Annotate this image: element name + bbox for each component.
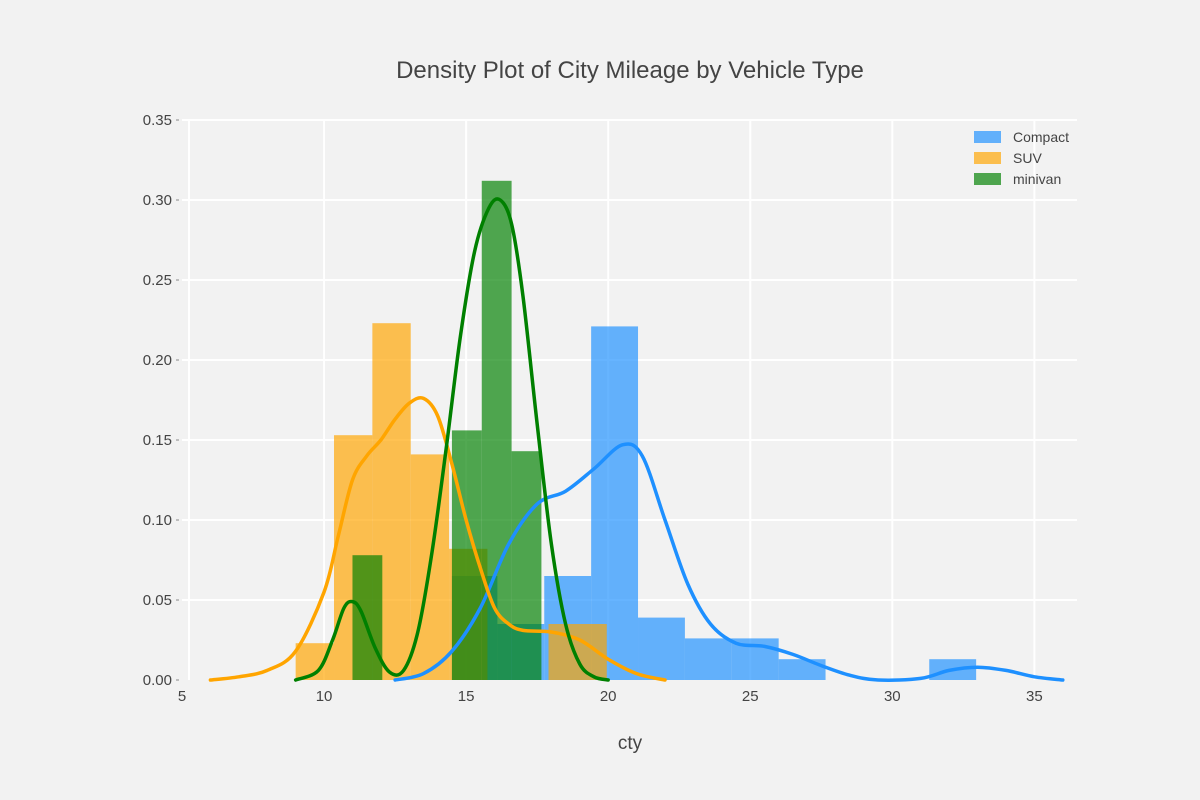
y-tick-label: 0.15 <box>143 432 172 449</box>
x-tick-label: 10 <box>316 688 333 705</box>
x-tick-label: 30 <box>884 688 901 705</box>
x-tick-label: 35 <box>1026 688 1043 705</box>
density-curve-compact <box>393 442 1065 682</box>
histogram-bars <box>295 180 977 681</box>
legend-item-suv[interactable]: SUV <box>974 150 1042 166</box>
legend-swatch <box>974 152 1001 164</box>
histogram-bar <box>638 617 685 680</box>
bars-suv <box>295 323 607 680</box>
y-tick-label: 0.10 <box>143 512 172 529</box>
legend-item-minivan[interactable]: minivan <box>974 171 1061 187</box>
y-tick-label: 0.30 <box>143 192 172 209</box>
legend-swatch <box>974 173 1001 185</box>
histogram-bar <box>511 451 542 680</box>
axis-layer: 5 10 15 20 25 30 35 0.00 0.05 0.10 0.15 0.20 0.25 0.3… <box>143 112 1043 705</box>
legend-label: minivan <box>1013 171 1061 187</box>
legend-swatch <box>974 131 1001 143</box>
histogram-bar <box>684 638 732 680</box>
y-tick-label: 0.35 <box>143 112 172 129</box>
chart-title: Density Plot of City Mileage by Vehicle … <box>396 57 864 84</box>
y-tick-label: 0.00 <box>143 672 172 689</box>
histogram-bar <box>778 659 826 680</box>
histogram-bar <box>481 180 512 681</box>
legend-label: SUV <box>1013 150 1042 166</box>
density-curve-minivan <box>293 197 610 682</box>
grid-layer <box>182 119 1077 680</box>
x-tick-label: 25 <box>742 688 759 705</box>
histogram-bar <box>591 326 639 680</box>
histogram-bar <box>352 555 383 680</box>
legend-label: Compact <box>1013 129 1069 145</box>
x-axis-label: cty <box>618 733 643 754</box>
x-tick-label: 5 <box>178 688 186 705</box>
y-tick-label: 0.25 <box>143 272 172 289</box>
x-tick-label: 20 <box>600 688 617 705</box>
x-tick-label: 15 <box>458 688 475 705</box>
y-tick-label: 0.20 <box>143 352 172 369</box>
legend-item-compact[interactable]: Compact <box>974 129 1069 145</box>
density-curve-suv <box>208 396 667 682</box>
density-curves <box>208 197 1065 682</box>
legend: Compact SUV minivan <box>974 129 1069 187</box>
y-tick-label: 0.05 <box>143 592 172 609</box>
